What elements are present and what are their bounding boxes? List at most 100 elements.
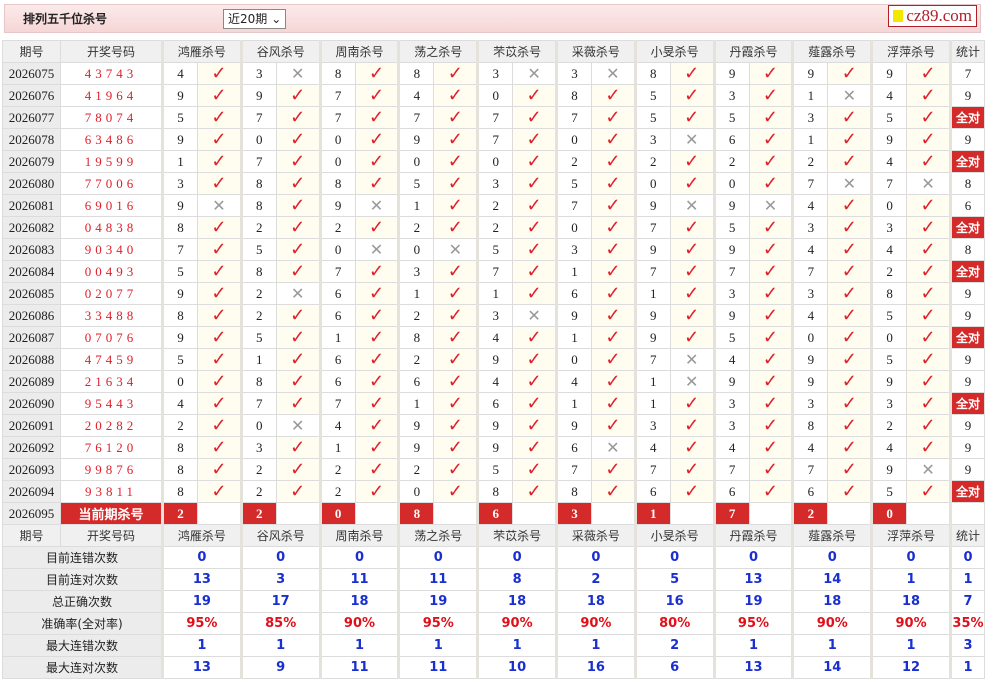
check-icon: ✓ (748, 348, 794, 371)
kill-number: 8 (161, 458, 198, 481)
kill-number: 2 (397, 304, 435, 327)
col-predictor: 薤露杀号 (791, 40, 873, 63)
period-cell: 2026095 (2, 502, 61, 525)
check-icon: ✓ (354, 282, 400, 305)
table-row: 2026082 04838 8 ✓ 2 ✓ 2 ✓ 2 ✓ 2 ✓ 0 ✓ 7 ✓ 5 ✓ 3 ✓ 3 ✓ 全对 (2, 216, 985, 239)
period-cell: 2026076 (2, 84, 61, 107)
stat-label: 最大连对次数 (2, 656, 163, 679)
stat-value: 18 (791, 590, 873, 613)
kill-number: 1 (554, 260, 592, 283)
kill-number: 4 (476, 370, 514, 393)
check-icon: ✓ (669, 172, 715, 195)
kill-number: 7 (633, 260, 671, 283)
kill-number: 4 (870, 238, 908, 261)
period-cell: 2026080 (2, 172, 61, 195)
check-icon: ✓ (669, 304, 715, 327)
stat-value: 12 (870, 656, 951, 679)
kill-number: 1 (318, 326, 356, 349)
check-icon: ✓ (748, 216, 794, 239)
check-icon: ✓ (433, 260, 479, 283)
cross-icon: ✕ (669, 348, 715, 371)
kill-number: 3 (712, 282, 750, 305)
stats-row: 最大连错次数 1 1 1 1 1 1 2 1 1 1 3 (2, 634, 985, 657)
all-correct-badge: 全对 (948, 216, 985, 239)
check-icon: ✓ (354, 392, 400, 415)
check-icon: ✓ (590, 150, 636, 173)
check-icon: ✓ (669, 326, 715, 349)
kill-number: 6 (554, 436, 592, 459)
check-icon: ✓ (512, 458, 557, 481)
check-icon: ✓ (906, 238, 951, 261)
kill-number: 6 (318, 304, 356, 327)
check-icon: ✓ (827, 480, 873, 503)
check-icon: ✓ (197, 370, 242, 393)
empty-cell (433, 502, 479, 525)
check-icon: ✓ (433, 216, 479, 239)
check-icon: ✓ (906, 480, 951, 503)
kill-number: 2 (476, 216, 514, 239)
kill-number: 2 (870, 260, 908, 283)
stat-value: 90% (554, 612, 636, 635)
check-icon: ✓ (354, 348, 400, 371)
check-icon: ✓ (512, 326, 557, 349)
kill-number: 3 (712, 84, 750, 107)
kill-number: 5 (161, 348, 198, 371)
current-row: 2026095 当前期杀号 2 2 0 8 6 3 1 7 2 0 (2, 502, 985, 525)
kill-number: 3 (870, 392, 908, 415)
kill-number: 8 (554, 84, 592, 107)
empty-cell (748, 502, 794, 525)
check-icon: ✓ (354, 414, 400, 437)
check-icon: ✓ (827, 304, 873, 327)
kill-number: 9 (633, 304, 671, 327)
check-icon: ✓ (197, 150, 242, 173)
kill-number: 5 (161, 260, 198, 283)
check-icon: ✓ (906, 150, 951, 173)
kill-number: 9 (712, 304, 750, 327)
kill-number: 8 (161, 480, 198, 503)
check-icon: ✓ (275, 260, 321, 283)
draw-number: 21634 (60, 370, 163, 393)
kill-number: 3 (476, 172, 514, 195)
check-icon: ✓ (827, 106, 873, 129)
check-icon: ✓ (275, 304, 321, 327)
kill-number: 9 (476, 436, 514, 459)
check-icon: ✓ (433, 348, 479, 371)
table-row: 2026092 76120 8 ✓ 3 ✓ 1 ✓ 9 ✓ 9 ✓ 6 ✕ 4 ✓ 4 ✓ 4 ✓ 4 ✓ 9 (2, 436, 985, 459)
stats-row: 目前连对次数 13 3 11 11 8 2 5 13 14 1 1 (2, 568, 985, 591)
stats-row: 目前连错次数 0 0 0 0 0 0 0 0 0 0 0 (2, 546, 985, 569)
kill-number: 0 (318, 150, 356, 173)
check-icon: ✓ (354, 216, 400, 239)
kill-number: 1 (633, 282, 671, 305)
check-icon: ✓ (590, 414, 636, 437)
kill-number: 3 (239, 62, 277, 85)
stat-count: 9 (948, 458, 985, 481)
kill-number: 3 (791, 392, 829, 415)
all-correct-badge: 全对 (948, 480, 985, 503)
check-icon: ✓ (748, 370, 794, 393)
kill-number: 8 (397, 62, 435, 85)
cross-icon: ✕ (197, 194, 242, 217)
kill-number: 9 (712, 238, 750, 261)
kill-number: 2 (161, 414, 198, 437)
stat-label: 准确率(全对率) (2, 612, 163, 635)
table-row: 2026093 99876 8 ✓ 2 ✓ 2 ✓ 2 ✓ 5 ✓ 7 ✓ 7 ✓ 7 ✓ 7 ✓ 9 ✕ 9 (2, 458, 985, 481)
stat-value: 1 (476, 634, 557, 657)
kill-number: 3 (791, 216, 829, 239)
stat-count: 9 (948, 414, 985, 437)
page-title: 排列五千位杀号 (23, 12, 108, 26)
check-icon: ✓ (512, 480, 557, 503)
check-icon: ✓ (590, 458, 636, 481)
cross-icon: ✕ (669, 128, 715, 151)
current-kill-number: 2 (161, 502, 198, 525)
col-predictor: 谷风杀号 (239, 524, 321, 547)
stat-value: 5 (633, 568, 715, 591)
period-cell: 2026084 (2, 260, 61, 283)
kill-number: 3 (554, 62, 592, 85)
stats-row: 准确率(全对率) 95% 85% 90% 95% 90% 90% 80% 95% 90% 90% 35… (2, 612, 985, 635)
col-predictor: 采薇杀号 (554, 524, 636, 547)
cross-icon: ✕ (512, 62, 557, 85)
check-icon: ✓ (827, 458, 873, 481)
kill-number: 9 (239, 84, 277, 107)
kill-number: 7 (633, 348, 671, 371)
period-range-select[interactable]: 近20期 ⌄ (223, 8, 287, 29)
